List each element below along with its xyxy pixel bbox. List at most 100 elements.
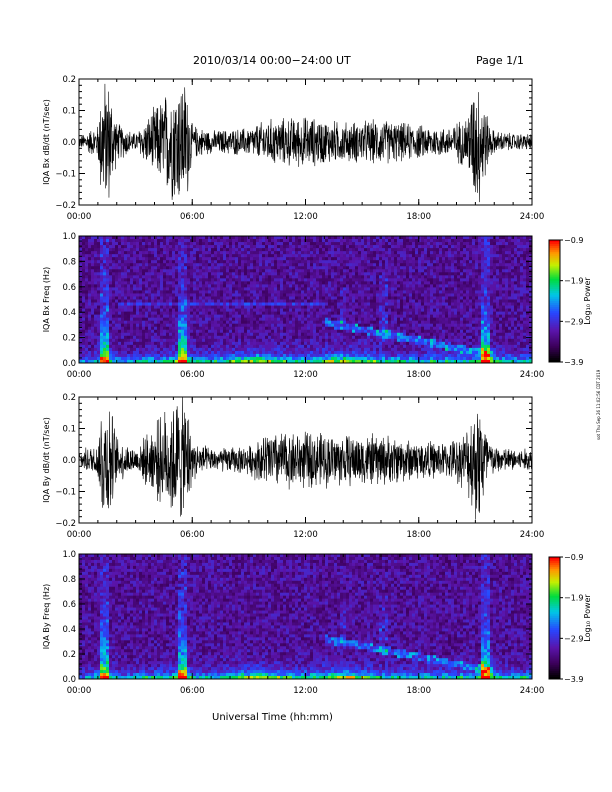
spectrogram-cell: [430, 260, 434, 264]
spectrogram-cell: [79, 329, 83, 334]
spectrogram-cell: [367, 323, 371, 328]
spectrogram-cell: [289, 353, 293, 358]
spectrogram-cell: [331, 347, 335, 352]
spectrogram-cell: [190, 290, 194, 294]
spectrogram-cell: [190, 248, 194, 252]
spectrogram-cell: [418, 320, 422, 325]
spectrogram-cell: [394, 293, 398, 297]
spectrogram-cell: [112, 326, 116, 331]
spectrogram-cell: [172, 254, 176, 258]
spectrogram-cell: [112, 260, 116, 264]
spectrogram-cell: [352, 278, 356, 282]
spectrogram-cell: [121, 329, 125, 334]
spectrogram-cell: [115, 245, 119, 249]
spectrogram-cell: [307, 329, 311, 334]
spectrogram-cell: [394, 344, 398, 349]
spectrogram-cell: [292, 275, 296, 279]
spectrogram-cell: [328, 287, 332, 291]
spectrogram-cell: [226, 296, 230, 300]
spectrogram-cell: [229, 338, 233, 343]
spectrogram-cell: [406, 296, 410, 300]
spectrogram-cell: [100, 323, 104, 328]
spectrogram-cell: [352, 290, 356, 294]
spectrogram-cell: [286, 257, 290, 261]
spectrogram-cell: [391, 284, 395, 288]
spectrogram-cell: [262, 341, 266, 346]
spectrogram-cell: [316, 341, 320, 346]
spectrogram-cell: [385, 299, 389, 303]
spectrogram-cell: [325, 323, 329, 328]
spectrogram-cell: [223, 302, 227, 306]
spectrogram-cell: [256, 314, 260, 319]
spectrogram-cell: [409, 311, 413, 316]
spectrogram-cell: [412, 332, 416, 337]
spectrogram-cell: [169, 263, 173, 267]
spectrogram-cell: [217, 314, 221, 319]
spectrogram-cell: [160, 326, 164, 331]
spectrogram-cell: [226, 242, 230, 246]
spectrogram-cell: [196, 302, 200, 306]
spectrogram-cell: [271, 239, 275, 243]
spectrogram-cell: [115, 242, 119, 246]
spectrogram-cell: [232, 284, 236, 288]
spectrogram-cell: [88, 332, 92, 337]
spectrogram-cell: [94, 236, 98, 240]
spectrogram-cell: [199, 338, 203, 343]
spectrogram-cell: [358, 293, 362, 297]
spectrogram-cell: [397, 317, 401, 322]
spectrogram-cell: [289, 281, 293, 285]
spectrogram-cell: [292, 329, 296, 334]
spectrogram-cell: [391, 299, 395, 303]
spectrogram-cell: [376, 350, 380, 355]
spectrogram-cell: [115, 338, 119, 343]
spectrogram-cell: [190, 314, 194, 319]
spectrogram-cell: [259, 245, 263, 249]
spectrogram-cell: [181, 275, 185, 279]
spectrogram-cell: [346, 317, 350, 322]
spectrogram-cell: [208, 263, 212, 267]
spectrogram-cell: [367, 275, 371, 279]
spectrogram-cell: [385, 320, 389, 325]
spectrogram-cell: [91, 356, 95, 361]
spectrogram-cell: [421, 359, 425, 364]
spectrogram-cell: [337, 320, 341, 325]
spectrogram-cell: [91, 305, 95, 309]
spectrogram-cell: [355, 269, 359, 273]
spectrogram-cell: [394, 302, 398, 306]
spectrogram-cell: [229, 278, 233, 282]
spectrogram-cell: [343, 332, 347, 337]
spectrogram-cell: [235, 272, 239, 276]
spectrogram-cell: [322, 248, 326, 252]
spectrogram-cell: [154, 236, 158, 240]
spectrogram-cell: [346, 353, 350, 358]
chart-title: 2010/03/14 00:00−24:00 UT: [193, 54, 351, 67]
spectrogram-cell: [238, 275, 242, 279]
spectrogram-cell: [286, 281, 290, 285]
spectrogram-cell: [160, 329, 164, 334]
spectrogram-cell: [295, 272, 299, 276]
spectrogram-cell: [352, 281, 356, 285]
spectrogram-cell: [268, 329, 272, 334]
spectrogram-cell: [319, 236, 323, 240]
spectrogram-cell: [403, 239, 407, 243]
spectrogram-cell: [193, 284, 197, 288]
spectrogram-cell: [205, 317, 209, 322]
spectrogram-cell: [181, 287, 185, 291]
spectrogram-cell: [154, 311, 158, 316]
spectrogram-cell: [292, 335, 296, 340]
spectrogram-cell: [418, 326, 422, 331]
spectrogram-cell: [82, 260, 86, 264]
spectrogram-cell: [283, 344, 287, 349]
spectrogram-cell: [181, 350, 185, 355]
spectrogram-cell: [280, 263, 284, 267]
spectrogram-cell: [421, 332, 425, 337]
spectrogram-cell: [145, 311, 149, 316]
spectrogram-cell: [262, 269, 266, 273]
spectrogram-cell: [433, 320, 437, 325]
spectrogram-cell: [100, 305, 104, 309]
spectrogram-cell: [139, 323, 143, 328]
spectrogram-cell: [172, 251, 176, 255]
spectrogram-cell: [109, 251, 113, 255]
spectrogram-cell: [88, 359, 92, 364]
spectrogram-cell: [394, 308, 398, 312]
